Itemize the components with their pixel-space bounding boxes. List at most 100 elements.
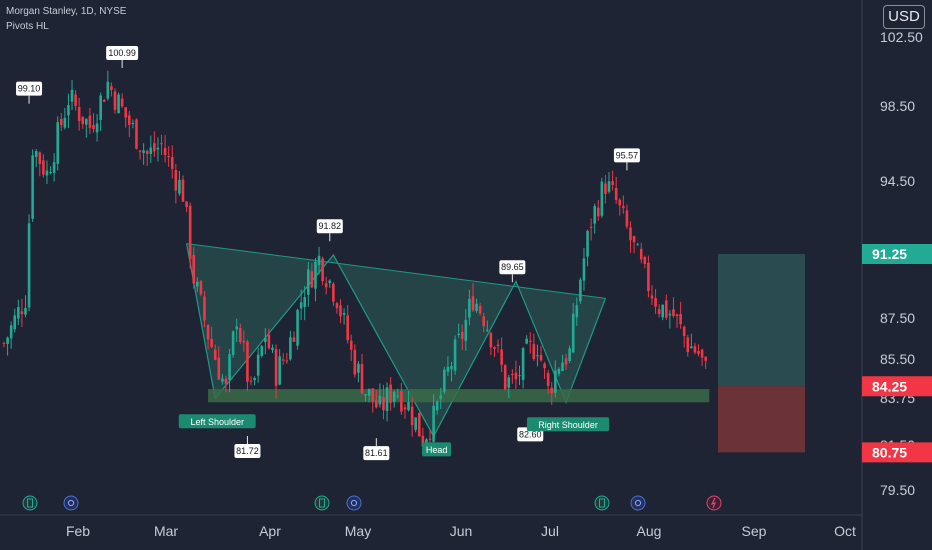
dividend-icon[interactable]	[346, 495, 362, 511]
candle-down	[113, 91, 117, 110]
candle-down	[618, 199, 622, 206]
candle-down	[77, 106, 81, 121]
price-tick-label: 79.50	[880, 482, 915, 498]
stop-zone[interactable]	[718, 386, 805, 453]
candle-down	[371, 388, 375, 403]
candle-up	[31, 155, 34, 219]
candle-up	[579, 279, 582, 302]
candle-up	[70, 89, 74, 102]
pivot-value: 81.61	[365, 448, 388, 458]
candle-up	[196, 281, 199, 287]
candle-up	[9, 325, 13, 339]
candle-down	[138, 150, 142, 152]
candle-up	[561, 362, 564, 372]
candle-down	[181, 179, 185, 202]
candle-up	[17, 307, 20, 319]
candle-down	[217, 357, 221, 380]
candle-down	[120, 98, 124, 107]
candle-up	[568, 348, 571, 362]
currency-button[interactable]: USD	[883, 5, 925, 29]
candle-down	[403, 407, 407, 410]
candle-down	[500, 349, 503, 365]
earnings-icon[interactable]	[314, 495, 330, 511]
candle-down	[224, 378, 228, 384]
candle-down	[267, 334, 271, 349]
candle-up	[468, 298, 471, 318]
candle-up	[52, 162, 56, 173]
earnings-icon[interactable]	[22, 495, 38, 511]
candle-down	[489, 332, 493, 348]
candle-down	[321, 258, 324, 281]
candle-up	[586, 230, 589, 257]
candle-down	[88, 115, 92, 128]
candle-down	[285, 360, 289, 362]
pivot-label-low: 81.72	[234, 436, 261, 459]
candle-up	[521, 348, 525, 380]
candle-down	[428, 438, 432, 440]
target-zone[interactable]	[718, 253, 805, 387]
candle-down	[672, 309, 675, 317]
candle-up	[607, 181, 611, 192]
candle-down	[625, 210, 629, 227]
candle-up	[396, 395, 400, 397]
candle-up	[475, 303, 478, 311]
candle-down	[496, 344, 500, 347]
candle-up	[636, 244, 639, 246]
candle-down	[629, 227, 632, 241]
candle-down	[353, 349, 357, 375]
candle-up	[432, 405, 435, 442]
candle-down	[697, 351, 700, 354]
candle-up	[357, 363, 360, 373]
candle-down	[700, 349, 704, 358]
pattern-area	[186, 243, 606, 437]
candle-up	[453, 339, 457, 371]
split-icon[interactable]	[706, 495, 722, 511]
candle-down	[185, 201, 188, 208]
candle-down	[339, 305, 342, 317]
candle-down	[665, 300, 668, 318]
candle-up	[156, 147, 160, 150]
candle-down	[360, 364, 364, 394]
candle-up	[378, 395, 382, 405]
candle-up	[525, 338, 528, 344]
candle-down	[199, 281, 203, 295]
candle-down	[604, 183, 607, 195]
price-tag-bg	[862, 376, 932, 397]
pattern-label-bg	[526, 417, 610, 432]
price-tag-bg	[862, 442, 932, 463]
candle-down	[310, 271, 314, 288]
candle-up	[117, 94, 120, 114]
candle-down	[375, 400, 378, 408]
candle-up	[575, 305, 579, 318]
dividend-icon[interactable]	[63, 495, 79, 511]
candle-down	[654, 298, 657, 307]
candle-down	[614, 187, 618, 201]
candle-down	[503, 365, 507, 390]
candle-up	[571, 313, 575, 353]
candle-down	[188, 205, 192, 259]
candle-up	[554, 370, 557, 393]
price-tick-label: 102.50	[880, 29, 923, 45]
candle-down	[704, 356, 707, 361]
candle-up	[307, 269, 310, 295]
candle-up	[49, 172, 52, 174]
dividend-icon[interactable]	[630, 495, 646, 511]
candle-down	[160, 143, 163, 145]
candle-up	[6, 337, 9, 344]
candle-down	[632, 236, 636, 243]
candle-down	[2, 343, 6, 345]
candle-up	[235, 326, 238, 330]
pivot-label-high: 91.82	[316, 219, 343, 242]
candle-down	[174, 170, 178, 191]
candle-down	[81, 116, 85, 125]
earnings-icon[interactable]	[594, 495, 610, 511]
candle-up	[317, 255, 321, 266]
candle-up	[407, 402, 410, 411]
candle-up	[367, 388, 371, 396]
price-tag-label: 91.25	[872, 246, 907, 262]
candle-up	[178, 179, 181, 194]
candle-down	[135, 119, 138, 149]
pattern-label-bg	[178, 414, 256, 429]
